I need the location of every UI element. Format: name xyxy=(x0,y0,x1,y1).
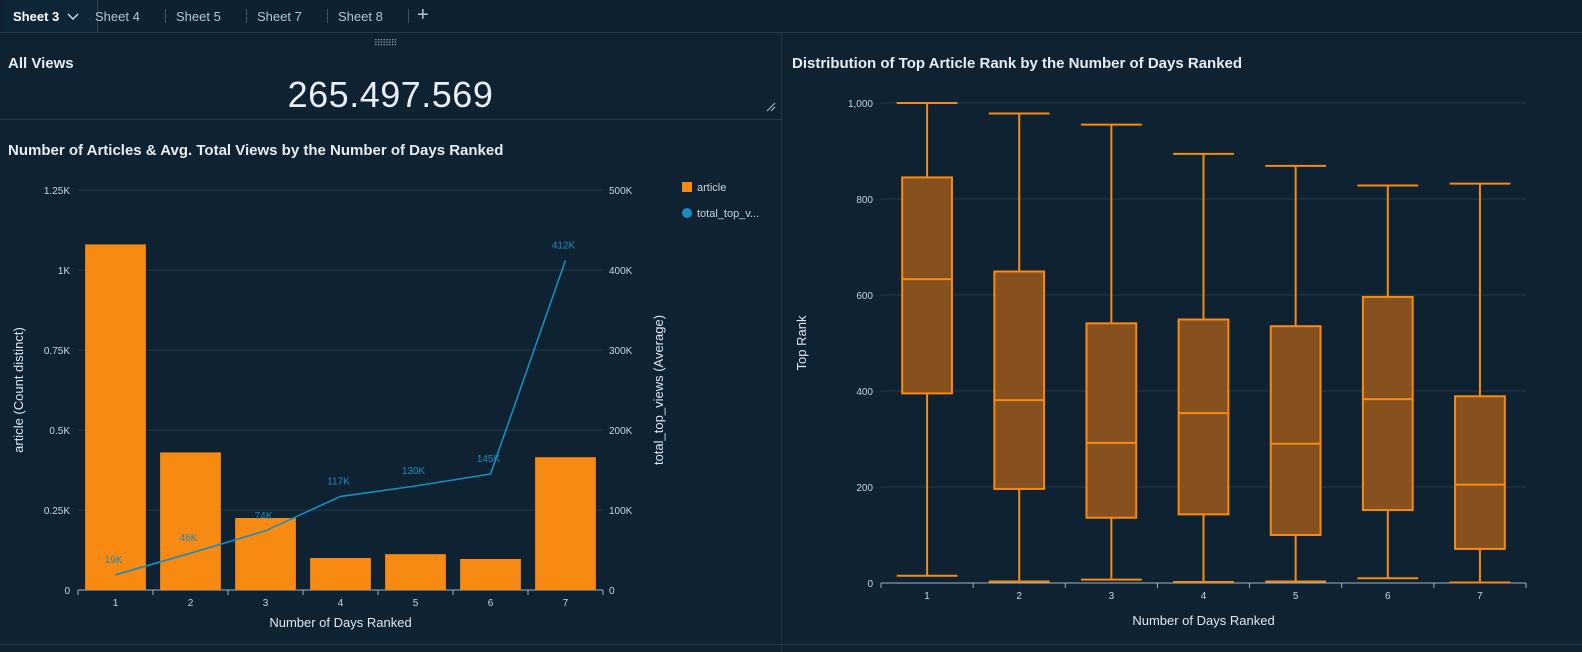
y-tick-label: 0 xyxy=(64,586,70,597)
bar xyxy=(85,244,146,590)
box xyxy=(1361,295,1414,512)
x-tick-label: 5 xyxy=(1293,591,1299,602)
combo-chart-title: Number of Articles & Avg. Total Views by… xyxy=(8,142,504,159)
x-axis-title: Number of Days Ranked xyxy=(1132,613,1274,628)
resize-icon[interactable] xyxy=(766,102,776,115)
y2-tick-label: 100K xyxy=(609,506,633,517)
tab-sheet-8[interactable]: Sheet 8 xyxy=(328,0,393,32)
x-tick-label: 3 xyxy=(263,598,269,609)
box xyxy=(1177,318,1230,516)
x-axis-title: Number of Days Ranked xyxy=(269,615,411,630)
legend-label: total_top_v... xyxy=(697,208,759,220)
box xyxy=(1269,325,1322,536)
data-label: 130K xyxy=(402,466,426,477)
tab-sheet-7[interactable]: Sheet 7 xyxy=(247,0,312,32)
x-tick-label: 1 xyxy=(924,591,930,602)
sheet-tab-bar: Sheet 3 Sheet 4 Sheet 5 Sheet 7 Sheet 8 … xyxy=(0,0,1582,33)
y-tick-label: 0.5K xyxy=(49,426,70,437)
y-tick-label: 600 xyxy=(856,291,873,302)
bar xyxy=(460,558,521,590)
kpi-title: All Views xyxy=(8,55,74,72)
y-tick-label: 0.75K xyxy=(44,346,70,357)
boxplot-title: Distribution of Top Article Rank by the … xyxy=(792,55,1243,72)
tab-separator xyxy=(408,9,409,23)
y-axis-title: article (Count distinct) xyxy=(11,327,26,453)
legend-label: article xyxy=(697,182,726,194)
y-tick-label: 1K xyxy=(58,266,71,277)
legend-swatch-views xyxy=(682,208,692,218)
data-label: 412K xyxy=(552,240,576,251)
panel-divider xyxy=(0,119,781,120)
panel-divider xyxy=(0,644,1582,645)
x-tick-label: 7 xyxy=(563,598,569,609)
y2-axis-title: total_top_views (Average) xyxy=(651,315,666,465)
drag-handle-icon[interactable]: ⠿⠿⠿⠿ xyxy=(374,38,397,48)
data-label: 74K xyxy=(255,511,273,522)
line-series xyxy=(115,260,567,576)
y2-tick-label: 300K xyxy=(609,346,633,357)
x-tick-label: 2 xyxy=(1016,591,1022,602)
x-tick-label: 4 xyxy=(1201,591,1207,602)
y-tick-label: 800 xyxy=(856,195,873,206)
y-axis-title: Top Rank xyxy=(794,315,809,370)
y2-tick-label: 200K xyxy=(609,426,633,437)
y-tick-label: 0 xyxy=(867,579,873,590)
bar xyxy=(535,457,596,590)
bar xyxy=(160,452,221,590)
box xyxy=(1085,322,1138,519)
box xyxy=(993,270,1046,490)
x-tick-label: 5 xyxy=(413,598,419,609)
chevron-down-icon[interactable] xyxy=(67,0,79,33)
y2-tick-label: 500K xyxy=(609,186,633,197)
x-tick-label: 2 xyxy=(188,598,194,609)
panel-divider xyxy=(781,33,782,652)
tab-label: Sheet 5 xyxy=(176,9,221,24)
x-tick-label: 1 xyxy=(113,598,119,609)
box-plot-chart: 0 200 400 600 800 1,000 1 2 3 4 5 6 7 Number of Days … xyxy=(794,99,1527,628)
combo-chart: 0 0.25K 0.5K 0.75K 1K 1.25K 0 100K 200K 300K 400K 5… xyxy=(11,182,759,630)
tab-sheet-5[interactable]: Sheet 5 xyxy=(166,0,231,32)
tab-separator xyxy=(327,9,328,23)
y-tick-label: 1.25K xyxy=(44,186,70,197)
tab-sheet-3[interactable]: Sheet 3 xyxy=(3,0,98,32)
tab-sheet-4[interactable]: Sheet 4 xyxy=(85,0,150,32)
y-tick-label: 400 xyxy=(856,387,873,398)
box xyxy=(901,176,953,395)
tab-separator xyxy=(165,9,166,23)
tab-label: Sheet 3 xyxy=(13,9,60,24)
legend-swatch-article xyxy=(682,182,692,192)
plus-icon[interactable]: + xyxy=(417,4,429,26)
bar xyxy=(310,558,371,590)
tab-label: Sheet 7 xyxy=(257,9,302,24)
bar xyxy=(235,518,296,590)
y-tick-label: 200 xyxy=(856,483,873,494)
tab-label: Sheet 4 xyxy=(95,9,140,24)
data-label: 19K xyxy=(105,555,123,566)
y2-tick-label: 400K xyxy=(609,266,633,277)
data-label: 117K xyxy=(327,476,350,487)
y-tick-label: 0.25K xyxy=(44,506,70,517)
x-tick-label: 4 xyxy=(338,598,344,609)
x-tick-label: 6 xyxy=(488,598,494,609)
box xyxy=(1454,395,1506,550)
x-tick-label: 7 xyxy=(1477,591,1483,602)
tab-separator xyxy=(246,9,247,23)
y2-tick-label: 0 xyxy=(609,586,615,597)
tab-label: Sheet 8 xyxy=(338,9,383,24)
data-label: 46K xyxy=(180,533,198,544)
x-tick-label: 6 xyxy=(1385,591,1391,602)
x-tick-label: 3 xyxy=(1109,591,1115,602)
y-tick-label: 1,000 xyxy=(848,99,873,110)
data-label: 145K xyxy=(477,454,501,465)
bar xyxy=(385,554,446,590)
kpi-value: 265.497.569 xyxy=(287,74,494,115)
